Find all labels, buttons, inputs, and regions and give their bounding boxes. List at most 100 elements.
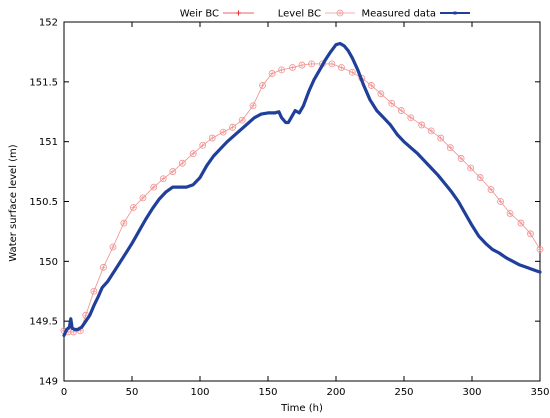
y-tick-label: 151.5: [29, 77, 58, 88]
data-point-level-bc: [367, 82, 375, 89]
data-point-level-bc: [259, 82, 266, 89]
x-tick-label: 50: [126, 387, 139, 398]
data-point-level-bc-cross: [210, 136, 215, 141]
data-point-level-bc-cross: [270, 71, 275, 76]
data-point-level-bc-cross: [498, 199, 503, 204]
data-point-level-bc-cross: [378, 91, 383, 96]
data-point-level-bc: [527, 230, 534, 238]
data-point-level-bc-cross: [140, 195, 145, 200]
series-line-level-bc: [63, 63, 541, 333]
data-point-level-bc: [517, 219, 525, 227]
data-point-level-bc-cross: [180, 161, 185, 166]
data-point-level-bc-cross: [429, 128, 434, 133]
data-point-level-bc: [388, 99, 396, 107]
data-point-level-bc: [289, 64, 296, 71]
data-point-level-bc: [328, 60, 336, 68]
data-point-level-bc-cross: [329, 61, 334, 66]
data-point-level-bc-cross: [508, 211, 513, 216]
y-axis-label: Water surface level (m): [8, 144, 19, 261]
data-point-level-bc: [109, 243, 117, 251]
data-point-level-bc: [249, 102, 257, 110]
data-point-level-bc: [437, 134, 445, 142]
data-point-level-bc-cross: [408, 115, 413, 120]
data-point-level-bc-cross: [251, 103, 256, 108]
data-point-level-bc-cross: [110, 244, 115, 249]
legend-marker-level-bc: [336, 9, 344, 17]
data-point-level-bc-cross: [518, 221, 523, 226]
data-point-level-bc-cross: [191, 151, 196, 156]
data-point-level-bc-cross: [389, 101, 394, 106]
data-point-level-bc-cross: [350, 70, 355, 75]
data-point-level-bc-cross: [83, 313, 88, 318]
data-point-level-bc: [278, 66, 286, 74]
data-point-level-bc-cross: [170, 169, 175, 174]
data-point-level-bc: [129, 204, 137, 211]
data-point-level-bc: [487, 186, 495, 193]
y-tick-label: 149.5: [29, 317, 58, 328]
data-point-level-bc-cross: [438, 136, 443, 141]
data-point-level-bc-cross: [419, 122, 424, 127]
data-point-level-bc-cross: [101, 265, 106, 270]
data-point-level-bc: [199, 141, 207, 149]
x-tick-label: 250: [394, 387, 413, 398]
data-point-level-bc-cross: [468, 165, 473, 170]
data-point-level-bc: [418, 121, 426, 129]
data-point-level-bc: [338, 64, 345, 71]
data-point-level-bc: [159, 175, 167, 183]
data-point-level-bc-cross: [339, 65, 344, 70]
y-tick-label: 152: [39, 18, 58, 29]
data-point-level-bc: [169, 168, 177, 175]
legend-label-weir-bc: Weir BC: [180, 9, 219, 20]
data-point-level-bc-cross: [200, 143, 205, 148]
data-point-level-bc: [536, 245, 544, 253]
y-tick-label: 149: [39, 377, 58, 388]
data-point-level-bc-cross: [459, 156, 464, 161]
data-point-level-bc-cross: [221, 130, 226, 135]
data-point-level-bc: [427, 127, 435, 135]
legend-marker-weir-bc: [236, 10, 241, 16]
data-point-level-bc-cross: [538, 247, 542, 252]
x-tick-label: 200: [326, 387, 345, 398]
series-line-measured-data: [62, 41, 542, 338]
data-point-level-bc: [497, 198, 504, 205]
data-point-level-bc-cross: [279, 67, 284, 72]
data-point-level-bc: [467, 164, 475, 172]
legend-marker-level-bc-cross: [338, 11, 342, 15]
data-point-level-bc: [139, 194, 147, 202]
data-point-level-bc-cross: [131, 205, 136, 210]
data-point-level-bc-cross: [260, 83, 265, 88]
x-tick-label: 300: [462, 387, 481, 398]
y-tick-label: 150.5: [29, 197, 58, 208]
data-point-level-bc: [407, 114, 415, 122]
data-point-level-bc-cross: [161, 176, 166, 181]
data-point-level-bc: [397, 107, 405, 114]
data-point-level-bc-cross: [121, 221, 126, 226]
data-point-level-bc: [90, 287, 98, 295]
data-point-level-bc-cross: [230, 125, 235, 130]
legend-label-measured-data: Measured data: [361, 9, 436, 20]
data-point-level-bc: [120, 219, 128, 227]
plot-border: [63, 21, 541, 382]
x-axis-label: Time (h): [280, 403, 323, 414]
x-tick-label: 100: [190, 387, 209, 398]
data-point-level-bc-cross: [489, 187, 494, 192]
data-point-level-bc: [229, 123, 237, 131]
plot-frame: [63, 21, 541, 382]
data-point-level-bc-cross: [478, 175, 483, 180]
data-point-level-bc: [506, 210, 514, 217]
x-tick-label: 150: [258, 387, 277, 398]
data-point-level-bc-cross: [240, 118, 245, 123]
series-measured-data: [62, 41, 542, 338]
data-point-level-bc: [178, 159, 186, 167]
series-layer: [60, 41, 544, 338]
data-point-level-bc: [308, 60, 315, 68]
data-point-level-bc-cross: [528, 231, 533, 236]
axis-layer: 0 50 100 150 200 250 300 350 149 149.5 150 150.5 151…: [29, 18, 549, 399]
legend-marker-measured-data: [453, 11, 457, 15]
legend: Weir BC Level BC Measured data: [180, 9, 470, 20]
data-point-level-bc: [377, 90, 385, 98]
data-point-level-bc: [348, 68, 356, 76]
data-point-level-bc: [298, 61, 306, 69]
data-point-level-bc-cross: [151, 185, 156, 190]
